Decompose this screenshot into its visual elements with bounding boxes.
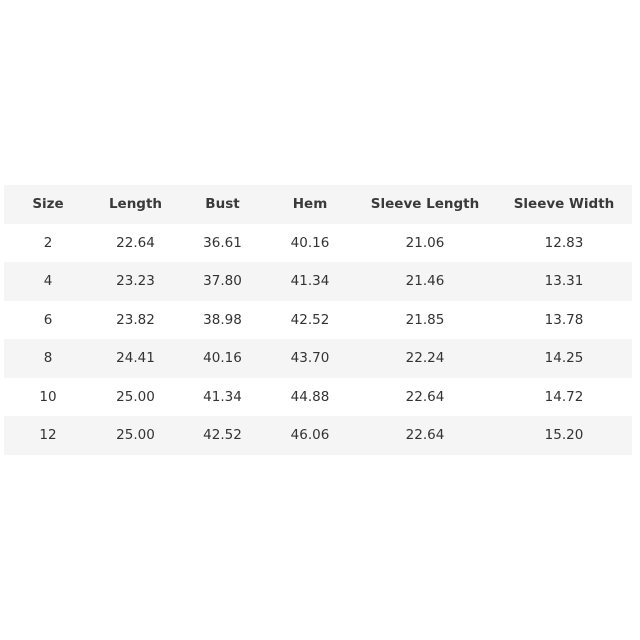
table-cell: 46.06 bbox=[290, 427, 330, 444]
column-header: Bust bbox=[205, 196, 240, 213]
table-cell: 12 bbox=[39, 427, 57, 444]
table-cell: 40.16 bbox=[203, 350, 242, 367]
table-cell: 42.52 bbox=[203, 427, 242, 444]
column-header: Hem bbox=[292, 196, 328, 213]
table-cell: 25.00 bbox=[116, 427, 155, 444]
table-cell: 23.82 bbox=[116, 311, 155, 328]
table-cell: 24.41 bbox=[116, 350, 155, 367]
table-row: 12 25.00 42.52 46.06 22.64 15.20 bbox=[4, 416, 632, 455]
header-row: Size Length Bust Hem Sleeve Length Sleeve Wid… bbox=[4, 185, 632, 224]
table-cell: 14.25 bbox=[544, 350, 584, 367]
table-row: 2 22.64 36.61 40.16 21.06 12.83 bbox=[4, 224, 632, 263]
column-header: Sleeve Length bbox=[370, 196, 480, 213]
table-row: 6 23.82 38.98 42.52 21.85 13.78 bbox=[4, 301, 632, 340]
table-cell: 22.64 bbox=[405, 388, 445, 405]
table-cell: 21.85 bbox=[405, 311, 445, 328]
table-cell: 23.23 bbox=[116, 273, 155, 290]
table-cell: 12.83 bbox=[544, 234, 584, 251]
column-header: Size bbox=[32, 196, 64, 213]
table-cell: 13.78 bbox=[544, 311, 584, 328]
table-cell: 22.64 bbox=[405, 427, 445, 444]
table-row: 8 24.41 40.16 43.70 22.24 14.25 bbox=[4, 339, 632, 378]
table-cell: 41.34 bbox=[290, 273, 330, 290]
table-cell: 21.46 bbox=[405, 273, 445, 290]
table-row: 4 23.23 37.80 41.34 21.46 13.31 bbox=[4, 262, 632, 301]
table-cell: 40.16 bbox=[290, 234, 330, 251]
size-chart-table: Size Length Bust Hem Sleeve Length Sleeve Wid… bbox=[4, 185, 632, 455]
table-cell: 37.80 bbox=[203, 273, 242, 290]
column-header: Length bbox=[108, 196, 163, 213]
table-cell: 21.06 bbox=[405, 234, 445, 251]
table-cell: 38.98 bbox=[203, 311, 242, 328]
table-cell: 13.31 bbox=[544, 273, 584, 290]
table-cell: 44.88 bbox=[290, 388, 330, 405]
table-cell: 10 bbox=[39, 388, 57, 405]
table-cell: 15.20 bbox=[544, 427, 584, 444]
table-cell: 2 bbox=[43, 234, 53, 251]
table-cell: 22.24 bbox=[405, 350, 445, 367]
table-cell: 6 bbox=[43, 311, 53, 328]
column-header: Sleeve Width bbox=[513, 196, 615, 213]
table-cell: 8 bbox=[43, 350, 53, 367]
table-cell: 41.34 bbox=[203, 388, 242, 405]
table-cell: 14.72 bbox=[544, 388, 584, 405]
table-row: 10 25.00 41.34 44.88 22.64 14.72 bbox=[4, 378, 632, 417]
table-cell: 22.64 bbox=[116, 234, 155, 251]
table-cell: 42.52 bbox=[290, 311, 330, 328]
table-cell: 36.61 bbox=[203, 234, 242, 251]
table-cell: 25.00 bbox=[116, 388, 155, 405]
table-cell: 43.70 bbox=[290, 350, 330, 367]
table-cell: 4 bbox=[43, 273, 53, 290]
